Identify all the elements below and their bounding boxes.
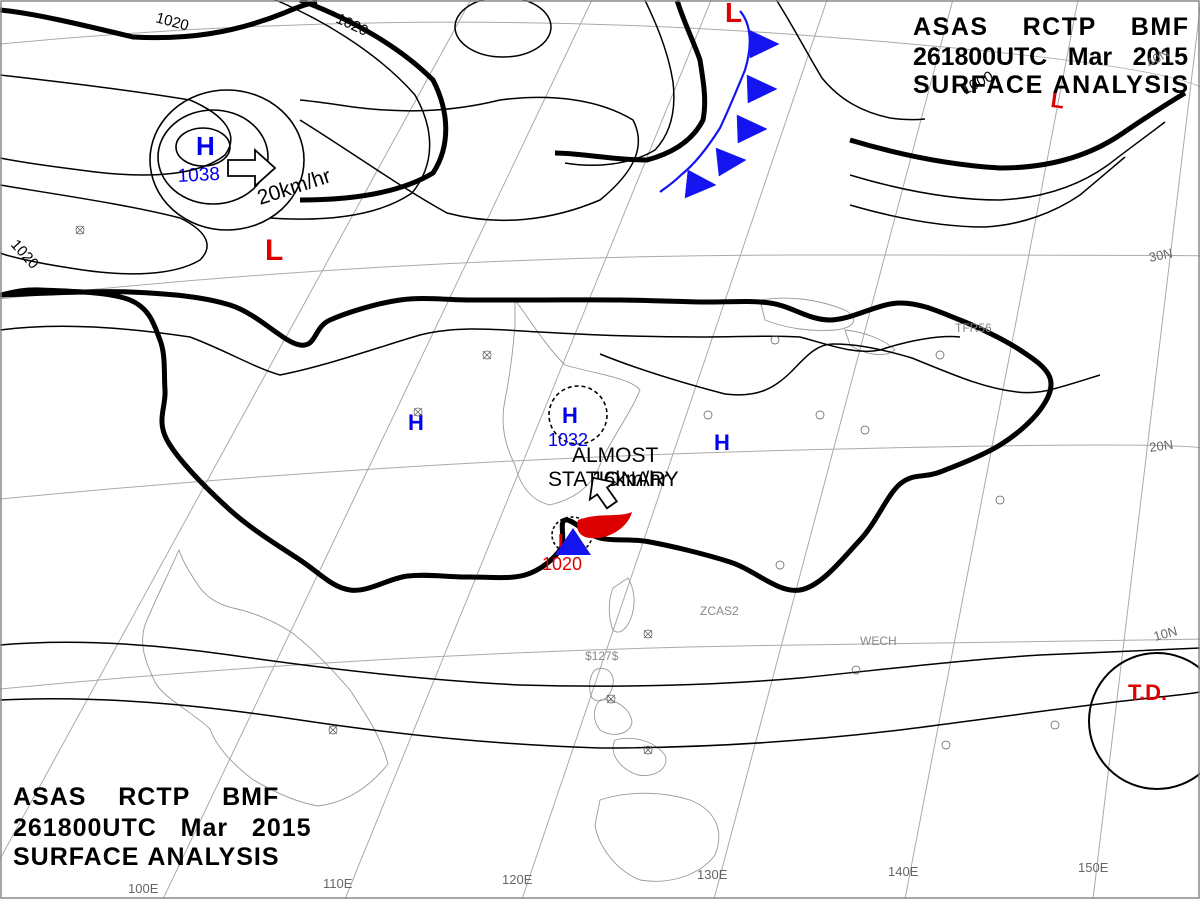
- svg-text:ZCAS2: ZCAS2: [700, 604, 739, 618]
- svg-text:130E: 130E: [697, 867, 728, 882]
- svg-text:ALMOST: ALMOST: [572, 444, 659, 467]
- svg-text:261800UTC Mar 2015: 261800UTC Mar 2015: [13, 814, 312, 842]
- svg-text:SURFACE ANALYSIS: SURFACE ANALYSIS: [913, 71, 1188, 99]
- svg-text:H: H: [196, 131, 215, 161]
- svg-text:ASAS RCTP BMF: ASAS RCTP BMF: [13, 783, 279, 811]
- svg-text:$127$: $127$: [585, 649, 619, 663]
- svg-text:TFR56: TFR56: [955, 321, 992, 335]
- svg-text:140E: 140E: [888, 864, 919, 879]
- svg-text:H: H: [714, 430, 730, 455]
- svg-text:150E: 150E: [1078, 860, 1109, 875]
- svg-text:120E: 120E: [502, 872, 533, 887]
- svg-text:T.D.: T.D.: [1128, 680, 1167, 705]
- svg-text:100E: 100E: [128, 881, 159, 896]
- svg-text:SURFACE ANALYSIS: SURFACE ANALYSIS: [13, 843, 280, 871]
- svg-text:110E: 110E: [323, 876, 353, 891]
- svg-text:L: L: [265, 234, 283, 267]
- svg-text:H: H: [562, 403, 578, 428]
- svg-text:1020: 1020: [542, 554, 582, 574]
- svg-text:WECH: WECH: [860, 634, 897, 648]
- svg-text:L: L: [725, 0, 742, 28]
- svg-text:1038: 1038: [177, 164, 220, 187]
- svg-text:ASAS RCTP BMF: ASAS RCTP BMF: [913, 13, 1188, 41]
